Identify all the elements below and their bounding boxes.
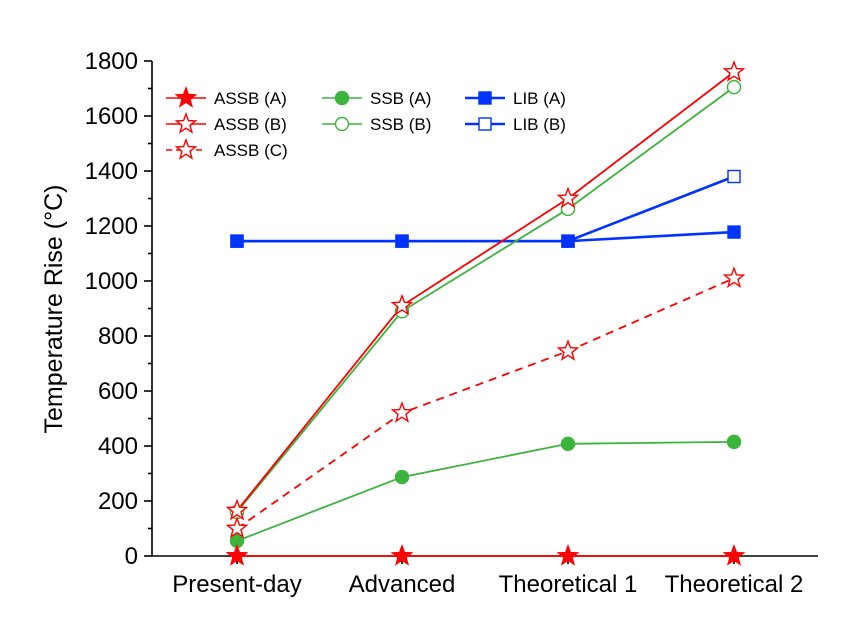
data-point-assb-b	[225, 498, 249, 521]
y-tick-label: 1600	[85, 103, 138, 130]
legend: ASSB (A) ASSB (B) ASSB (C) SSB (A) SSB (B) LI…	[166, 86, 566, 160]
legend-item: ASSB (B)	[166, 112, 287, 134]
y-axis-title: Temperature Rise (°C)	[40, 185, 68, 434]
legend-marker	[478, 91, 492, 105]
data-point-assb-b	[390, 293, 414, 316]
x-tick-label: Theoretical 1	[499, 571, 638, 598]
data-point-lib-a	[230, 234, 244, 248]
y-tick-label: 200	[98, 488, 138, 515]
data-point-assb-c	[225, 516, 249, 539]
data-point-assb-a	[390, 544, 414, 566]
x-tick-label: Advanced	[349, 571, 456, 598]
legend-label: ASSB (B)	[214, 115, 287, 134]
data-point-lib-a	[561, 234, 575, 248]
data-point-ssb-a	[726, 434, 742, 450]
y-tick-label: 800	[98, 323, 138, 350]
plot-area: 0 200 400 600 800 1000 1200 1400 1600 1800 Present…	[85, 48, 818, 598]
data-point-assb-c	[722, 266, 746, 288]
legend-marker	[174, 138, 198, 160]
series-line-assb-b	[236, 71, 735, 512]
data-point-assb-c	[390, 401, 414, 423]
legend-marker	[334, 116, 350, 132]
series-line-lib-a	[237, 230, 735, 243]
legend-label: SSB (A)	[370, 89, 431, 108]
y-tick-label: 600	[98, 378, 138, 405]
x-tick-label: Present-day	[172, 571, 301, 598]
y-tick-label: 1000	[85, 268, 138, 295]
data-point-ssb-b	[726, 79, 742, 95]
legend-marker	[174, 86, 198, 108]
series-line-ssb-b	[236, 86, 735, 513]
data-point-assb-b	[722, 60, 746, 82]
legend-marker	[174, 112, 198, 134]
y-tick-label: 1200	[85, 213, 138, 240]
legend-marker	[478, 117, 492, 131]
legend-label: ASSB (A)	[214, 89, 287, 108]
y-tick-label: 1400	[85, 158, 138, 185]
series-line-ssb-a	[236, 440, 735, 542]
legend-item: LIB (A)	[465, 89, 566, 108]
data-point-ssb-a	[560, 436, 576, 451]
legend-item: ASSB (C)	[166, 138, 288, 160]
legend-item: SSB (A)	[322, 89, 431, 108]
data-point-lib-b	[727, 169, 741, 184]
data-point-assb-b	[556, 186, 580, 209]
data-point-lib-a	[395, 234, 409, 248]
y-tick-label: 1800	[85, 48, 138, 75]
series-line-lib-b	[237, 175, 735, 243]
data-point-assb-a	[722, 544, 746, 566]
data-point-ssb-a	[394, 469, 410, 485]
y-tick-label: 400	[98, 433, 138, 460]
series-line-assb-c	[236, 277, 735, 530]
legend-label: LIB (A)	[513, 89, 566, 108]
axes-frame	[151, 61, 818, 557]
y-tick-label: 0	[125, 543, 138, 570]
legend-marker	[334, 90, 350, 106]
legend-label: SSB (B)	[370, 115, 431, 134]
data-point-assb-a	[225, 544, 249, 566]
legend-label: LIB (B)	[513, 115, 566, 134]
legend-item: LIB (B)	[465, 115, 566, 134]
legend-item: SSB (B)	[322, 115, 431, 134]
legend-item: ASSB (A)	[166, 86, 287, 108]
data-point-assb-c	[556, 339, 580, 361]
data-point-assb-a	[556, 544, 580, 566]
x-tick-label: Theoretical 2	[665, 571, 804, 598]
legend-label: ASSB (C)	[214, 141, 288, 160]
data-point-lib-a	[727, 225, 741, 239]
